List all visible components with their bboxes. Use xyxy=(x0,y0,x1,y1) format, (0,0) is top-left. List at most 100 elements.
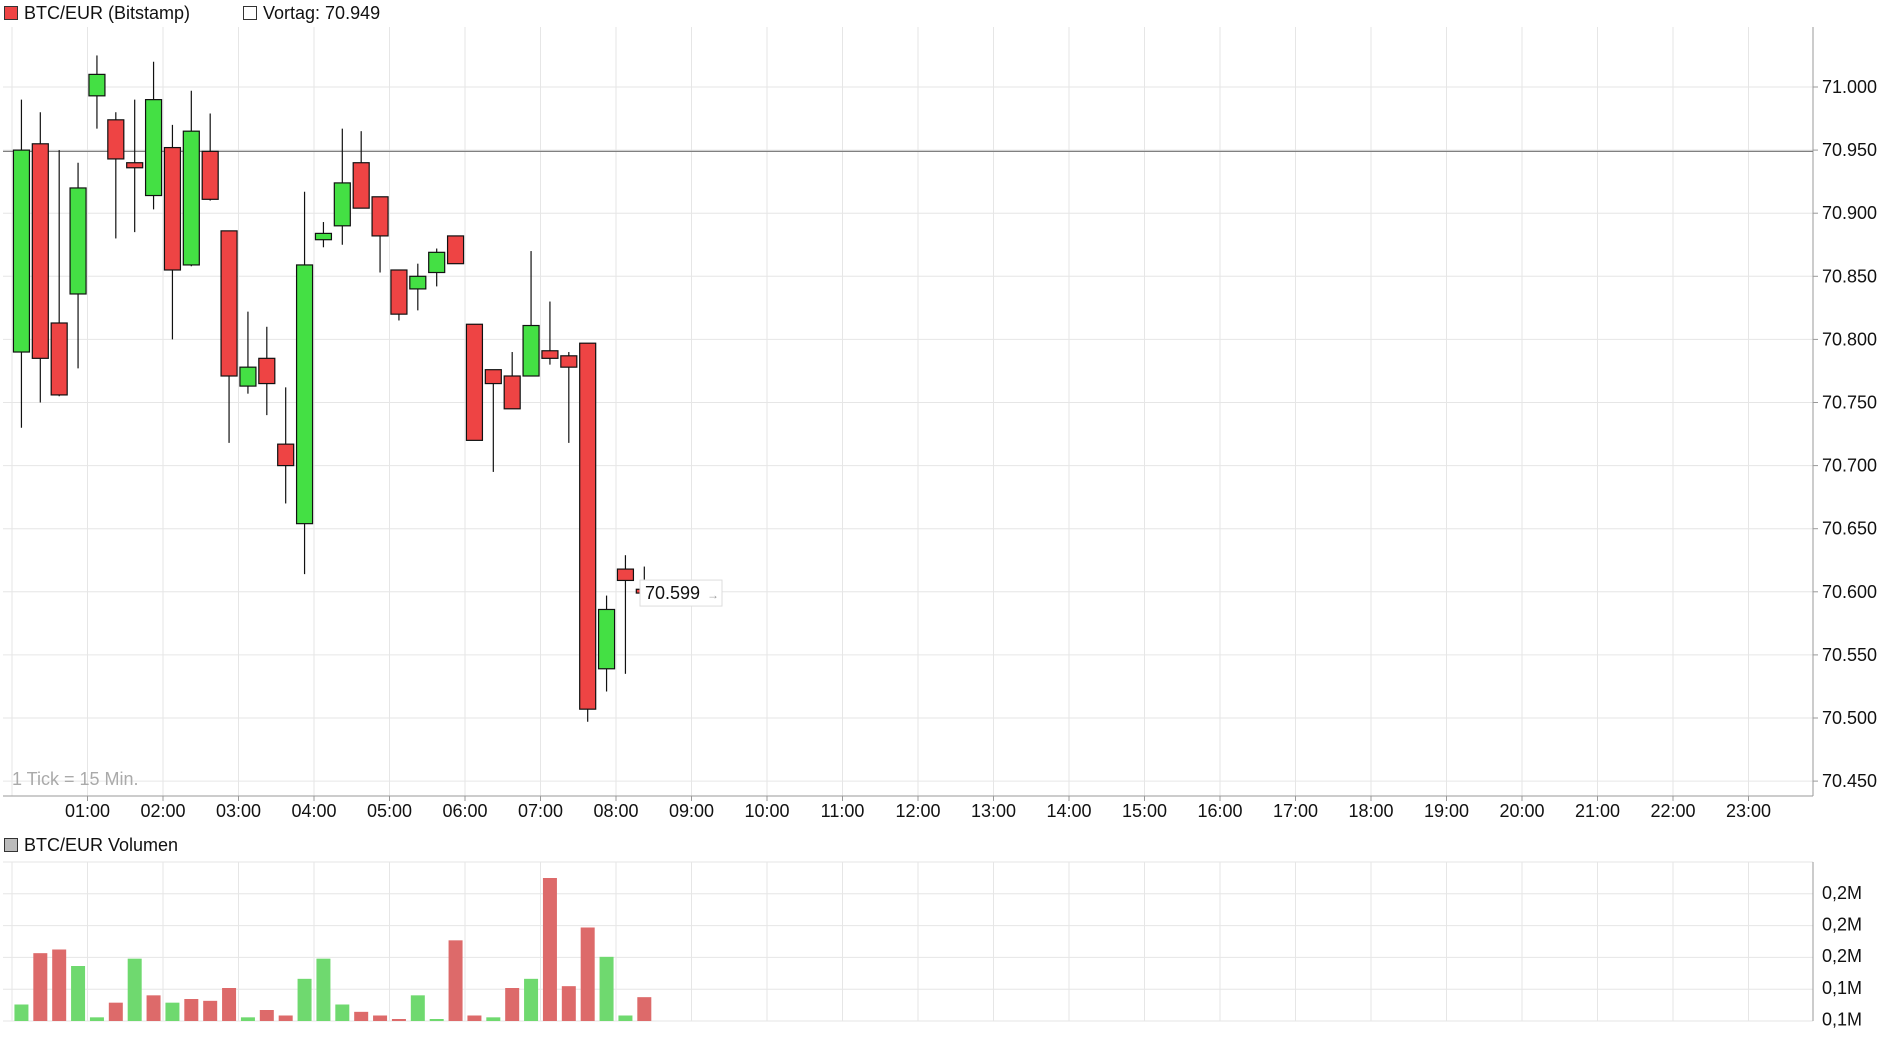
candle xyxy=(503,352,521,410)
price-grid xyxy=(3,27,1814,797)
candle xyxy=(390,269,408,321)
candle-body xyxy=(352,162,370,209)
candle-body xyxy=(446,235,465,265)
volume-tick-label: 0,2M xyxy=(1822,915,1862,935)
candle xyxy=(428,248,446,287)
legend-swatch-volume xyxy=(4,838,18,852)
volume-bar xyxy=(240,1017,255,1021)
candle xyxy=(163,124,182,340)
legend-main: BTC/EUR (Bitstamp) xyxy=(4,2,190,24)
x-tick-label: 02:00 xyxy=(140,801,185,821)
volume-bar xyxy=(108,1002,123,1021)
x-tick-label: 19:00 xyxy=(1424,801,1469,821)
candle xyxy=(352,131,370,209)
candle-body xyxy=(239,366,257,387)
candle xyxy=(616,555,635,674)
volume-bar xyxy=(410,995,425,1021)
candle-body xyxy=(503,375,521,410)
candle xyxy=(541,301,559,365)
candle xyxy=(201,113,219,201)
x-tick-label: 17:00 xyxy=(1273,801,1318,821)
candle xyxy=(371,196,389,273)
candle-body xyxy=(277,443,295,467)
candle xyxy=(579,342,597,722)
candle xyxy=(258,326,276,416)
volume-bar xyxy=(618,1015,633,1021)
volume-bars xyxy=(14,878,652,1021)
y-tick-label: 70.900 xyxy=(1822,203,1877,223)
volume-grid xyxy=(3,861,1814,1022)
candle-body xyxy=(220,230,238,377)
candle-body xyxy=(201,150,219,200)
x-tick-label: 14:00 xyxy=(1046,801,1091,821)
candle xyxy=(465,323,484,441)
x-tick-label: 21:00 xyxy=(1575,801,1620,821)
candles xyxy=(12,55,653,722)
candle-body xyxy=(314,232,333,241)
volume-bar xyxy=(505,988,520,1021)
candle-body xyxy=(50,322,68,396)
volume-bar xyxy=(127,958,142,1021)
candle xyxy=(31,112,49,403)
candle xyxy=(88,55,106,129)
volume-bar xyxy=(486,1017,501,1021)
candle-body xyxy=(126,162,144,169)
volume-axis-ticks: 0,2M0,2M0,2M0,1M0,1M0,0M xyxy=(1822,883,1862,1029)
last-price-marker: 70.599 → xyxy=(639,579,723,607)
candle-body xyxy=(465,323,484,441)
legend-prev-label: Vortag: 70.949 xyxy=(263,2,381,23)
candle-body xyxy=(390,269,408,315)
y-tick-label: 70.800 xyxy=(1822,329,1877,349)
legend-swatch-prev xyxy=(243,6,257,20)
x-tick-label: 06:00 xyxy=(442,801,487,821)
y-tick-label: 70.650 xyxy=(1822,519,1877,539)
candle-body xyxy=(107,119,125,160)
volume-bar xyxy=(222,988,237,1021)
volume-bar xyxy=(297,978,312,1021)
volume-bar xyxy=(203,1000,218,1021)
candle-body xyxy=(144,99,163,197)
x-tick-label: 15:00 xyxy=(1122,801,1167,821)
candle xyxy=(12,99,31,428)
candle xyxy=(277,387,295,504)
y-tick-label: 70.750 xyxy=(1822,393,1877,413)
candle-body xyxy=(182,130,200,266)
candle-body xyxy=(428,251,446,274)
volume-tick-label: 0,1M xyxy=(1822,1009,1862,1029)
candle-body xyxy=(616,568,635,582)
volume-bar xyxy=(373,1015,388,1021)
volume-bar xyxy=(52,949,67,1021)
x-tick-label: 03:00 xyxy=(216,801,261,821)
candle-body xyxy=(541,350,559,359)
x-tick-label: 01:00 xyxy=(65,801,110,821)
x-tick-label: 18:00 xyxy=(1348,801,1393,821)
candle xyxy=(446,235,465,265)
x-tick-label: 12:00 xyxy=(895,801,940,821)
volume-bar xyxy=(429,1019,444,1021)
y-tick-label: 70.850 xyxy=(1822,266,1877,286)
time-axis-ticks: 01:00 02:00 03:00 04:00 05:00 06:00 07:00 08:00… xyxy=(65,796,1771,821)
volume-bar xyxy=(354,1011,369,1021)
legend-prev: Vortag: 70.949 xyxy=(243,2,380,24)
candle-body xyxy=(88,73,106,97)
candle-body xyxy=(258,357,276,385)
candle xyxy=(484,369,502,472)
candle-body xyxy=(522,324,540,377)
legend-volume-label: BTC/EUR Volumen xyxy=(24,834,179,855)
volume-bar xyxy=(184,999,199,1021)
volume-tick-label: 0,2M xyxy=(1822,946,1862,966)
volume-bar xyxy=(467,1015,482,1021)
candle xyxy=(522,251,540,377)
x-tick-label: 07:00 xyxy=(518,801,563,821)
x-tick-label: 22:00 xyxy=(1650,801,1695,821)
volume-bar xyxy=(542,878,557,1021)
price-axis-ticks: 71.000 70.950 70.900 70.850 70.800 70.750 70.7… xyxy=(1813,77,1877,791)
candle-body xyxy=(484,369,502,385)
x-tick-label: 23:00 xyxy=(1726,801,1771,821)
x-tick-label: 11:00 xyxy=(821,801,865,821)
x-tick-label: 10:00 xyxy=(744,801,789,821)
x-tick-label: 16:00 xyxy=(1197,801,1242,821)
candle-body xyxy=(163,146,182,271)
volume-bar xyxy=(33,953,48,1021)
